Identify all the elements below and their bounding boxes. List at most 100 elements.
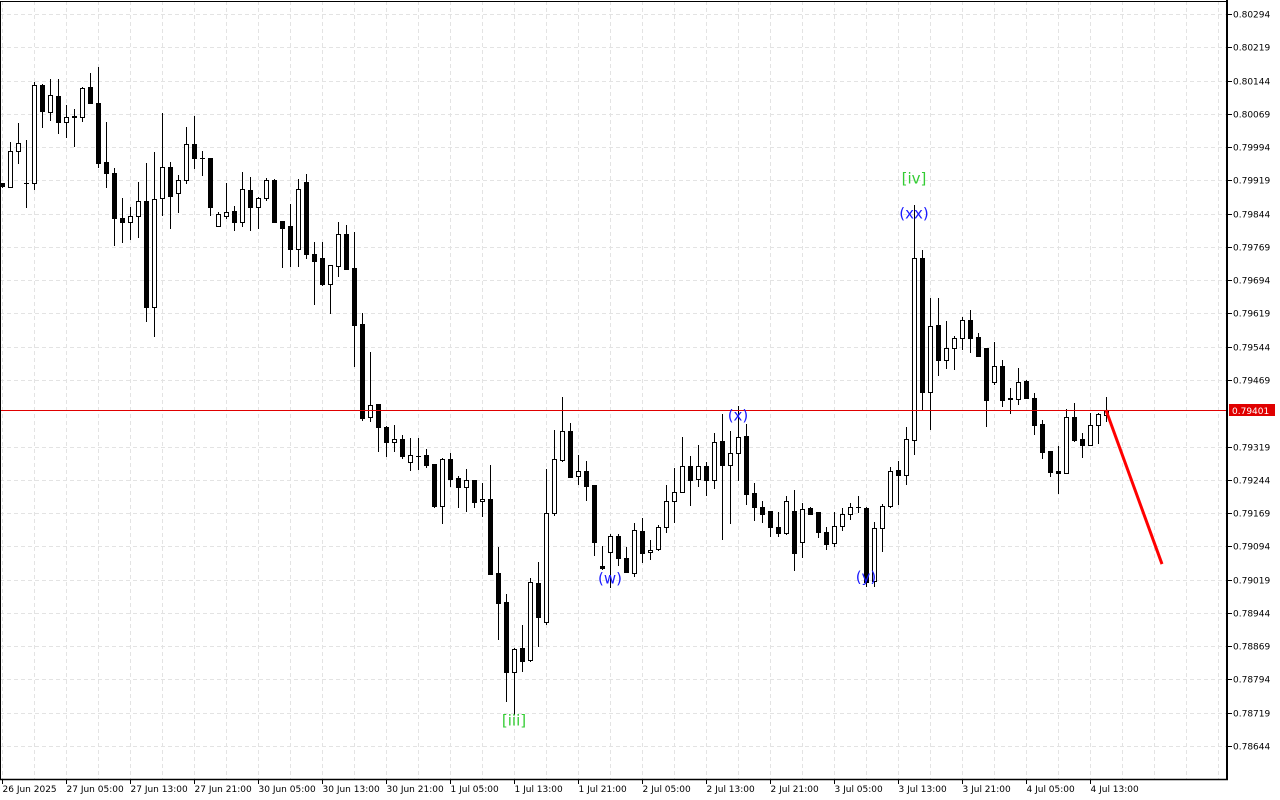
candle bbox=[144, 163, 149, 322]
candle bbox=[488, 465, 493, 575]
candle bbox=[824, 527, 829, 550]
candle bbox=[832, 512, 837, 547]
candle-body-bear bbox=[304, 182, 309, 255]
candle-body-bear bbox=[760, 507, 765, 515]
candle-body-bear bbox=[640, 531, 645, 554]
candle bbox=[168, 162, 173, 229]
candle bbox=[496, 547, 501, 640]
candle bbox=[40, 84, 45, 128]
candle bbox=[632, 523, 637, 577]
candle-body-bear bbox=[496, 573, 501, 604]
x-tick-label: 1 Jul 13:00 bbox=[515, 785, 564, 795]
candle-body-bear bbox=[400, 439, 405, 457]
candle bbox=[664, 485, 669, 533]
candle-body-bear bbox=[168, 167, 173, 197]
candle bbox=[328, 265, 333, 314]
candle-body-bear bbox=[920, 258, 925, 393]
candle bbox=[232, 206, 237, 231]
candle bbox=[416, 438, 421, 470]
candle-body-bull bbox=[632, 530, 637, 574]
candle-body-bear bbox=[1008, 398, 1013, 400]
candle-body-bull bbox=[296, 189, 301, 250]
y-tick-label: 0.80069 bbox=[1233, 111, 1270, 121]
y-tick-label: 0.78794 bbox=[1233, 676, 1270, 686]
candle bbox=[88, 73, 93, 104]
candle bbox=[816, 512, 821, 538]
candle-body-bear bbox=[0, 183, 5, 187]
candle bbox=[536, 562, 541, 647]
candle-body-bear bbox=[1000, 366, 1005, 401]
candle-body-bear bbox=[248, 190, 253, 208]
candle-body-bear bbox=[344, 234, 349, 270]
candle-body-bear bbox=[96, 103, 101, 164]
candle-body-bear bbox=[312, 254, 317, 262]
candle bbox=[480, 483, 485, 517]
candle-body-bear bbox=[504, 602, 509, 673]
candle bbox=[224, 183, 229, 219]
candle-body-bull bbox=[32, 85, 37, 184]
candle bbox=[80, 87, 85, 122]
candle-body-bull bbox=[176, 180, 181, 194]
candle bbox=[64, 105, 69, 138]
candle-body-bull bbox=[680, 466, 685, 493]
candle bbox=[520, 625, 525, 672]
candle-body-bear bbox=[1032, 398, 1037, 426]
candle bbox=[544, 469, 549, 625]
x-tick-label: 2 Jul 05:00 bbox=[643, 785, 692, 795]
candle-body-bear bbox=[792, 511, 797, 554]
candle-body-bull bbox=[784, 501, 789, 534]
candle-body-bull bbox=[728, 453, 733, 466]
candle bbox=[216, 212, 221, 227]
candle bbox=[1016, 368, 1021, 405]
wave-label: [iv] bbox=[902, 170, 927, 188]
candle bbox=[360, 313, 365, 421]
candle bbox=[920, 250, 925, 411]
current-price-label: 0.79401 bbox=[1232, 407, 1269, 417]
x-tick-label: 26 Jun 2025 bbox=[3, 785, 57, 795]
candle bbox=[616, 534, 621, 566]
candle-body-bear bbox=[144, 201, 149, 308]
candle-body-bull bbox=[152, 199, 157, 308]
x-tick-label: 4 Jul 05:00 bbox=[1027, 785, 1076, 795]
candle-body-bear bbox=[864, 508, 869, 583]
candle-body-bear bbox=[600, 566, 605, 569]
candle bbox=[624, 547, 629, 573]
candle-body-bear bbox=[40, 85, 45, 112]
y-tick-label: 0.79619 bbox=[1233, 310, 1270, 320]
candle bbox=[472, 480, 477, 508]
candle-body-bear bbox=[896, 470, 901, 476]
candle bbox=[336, 222, 341, 277]
candle-body-bear bbox=[616, 536, 621, 559]
candle-body-bull bbox=[888, 471, 893, 507]
candle-body-bear bbox=[232, 211, 237, 223]
candle-body-bear bbox=[1056, 471, 1061, 474]
candle bbox=[256, 197, 261, 229]
candle-body-bull bbox=[736, 437, 741, 454]
candle-body-bull bbox=[712, 442, 717, 481]
candle bbox=[1072, 403, 1077, 442]
candle-body-bull bbox=[952, 338, 957, 349]
x-tick-label: 27 Jun 13:00 bbox=[131, 785, 188, 795]
x-tick-label: 1 Jul 05:00 bbox=[451, 785, 500, 795]
candle bbox=[848, 503, 853, 520]
candle-body-bull bbox=[560, 431, 565, 461]
candle bbox=[960, 317, 965, 350]
candle bbox=[48, 79, 53, 121]
candle bbox=[304, 174, 309, 259]
candle bbox=[760, 501, 765, 523]
candle bbox=[464, 469, 469, 512]
candle bbox=[784, 496, 789, 535]
current-price-tag bbox=[1229, 404, 1275, 416]
candle bbox=[736, 406, 741, 481]
candle bbox=[1088, 413, 1093, 446]
candle bbox=[8, 142, 13, 188]
candle bbox=[72, 109, 77, 147]
candle-body-bear bbox=[376, 404, 381, 428]
candle bbox=[312, 242, 317, 305]
y-tick-label: 0.79844 bbox=[1233, 211, 1270, 221]
candle bbox=[1064, 409, 1069, 474]
candle bbox=[456, 476, 461, 508]
candle-body-bear bbox=[472, 480, 477, 503]
candle-body-bull bbox=[136, 201, 141, 217]
